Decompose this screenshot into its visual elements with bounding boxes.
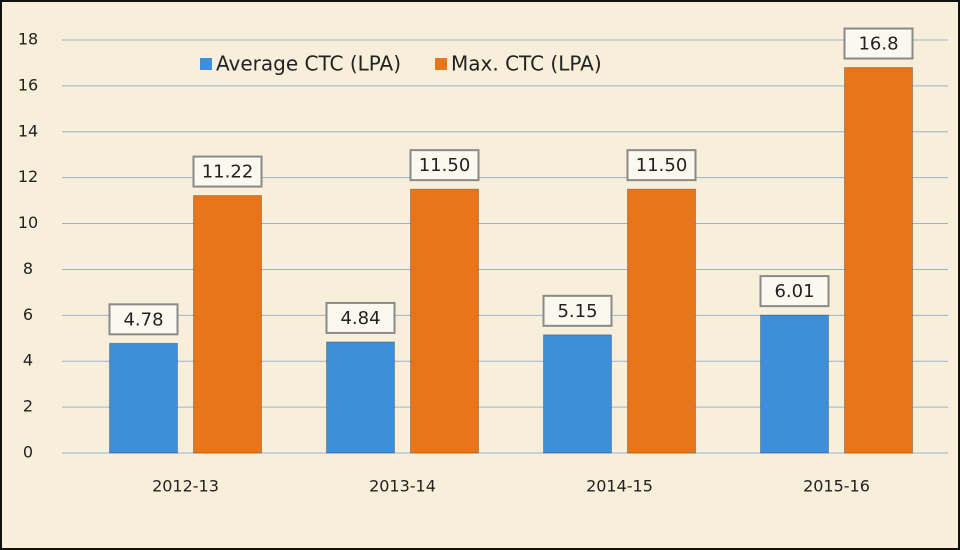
bar — [760, 314, 829, 454]
bar — [844, 67, 913, 454]
legend-swatch — [200, 58, 212, 70]
x-tick-label: 2012-13 — [152, 477, 219, 496]
legend-label: Average CTC (LPA) — [216, 52, 401, 76]
y-tick-label: 4 — [23, 351, 33, 370]
value-label: 6.01 — [774, 281, 814, 302]
y-tick-label: 2 — [23, 397, 33, 416]
value-label: 4.84 — [340, 308, 380, 329]
value-label: 16.8 — [858, 34, 898, 55]
value-label-box — [542, 294, 613, 327]
bar — [193, 195, 262, 454]
y-tick-label: 6 — [23, 305, 33, 324]
legend-label: Max. CTC (LPA) — [451, 52, 602, 76]
bar — [109, 342, 178, 454]
value-label: 11.50 — [636, 155, 688, 176]
bar — [410, 188, 479, 454]
value-label: 5.15 — [557, 301, 597, 322]
value-label: 11.50 — [419, 155, 471, 176]
y-tick-label: 16 — [18, 75, 38, 94]
legend-swatch — [435, 58, 448, 70]
value-label: 4.78 — [123, 309, 163, 330]
y-tick-label: 8 — [23, 259, 33, 278]
x-tick-label: 2014-15 — [586, 477, 653, 496]
y-tick-label: 18 — [18, 30, 38, 49]
value-label-box — [843, 27, 914, 60]
y-tick-label: 14 — [18, 121, 38, 140]
value-label-box — [626, 149, 697, 182]
y-tick-label: 0 — [23, 443, 33, 462]
value-label-box — [325, 301, 396, 334]
x-tick-label: 2015-16 — [803, 477, 870, 496]
value-label: 11.22 — [202, 162, 254, 183]
y-tick-label: 10 — [18, 213, 38, 232]
value-label-box — [409, 149, 480, 182]
bar — [326, 341, 395, 454]
y-tick-label: 12 — [18, 167, 38, 186]
bar — [543, 334, 612, 454]
value-label-box — [759, 275, 830, 308]
value-label-box — [192, 155, 263, 188]
x-tick-label: 2013-14 — [369, 477, 436, 496]
bar — [627, 188, 696, 454]
value-label-box — [108, 303, 179, 336]
